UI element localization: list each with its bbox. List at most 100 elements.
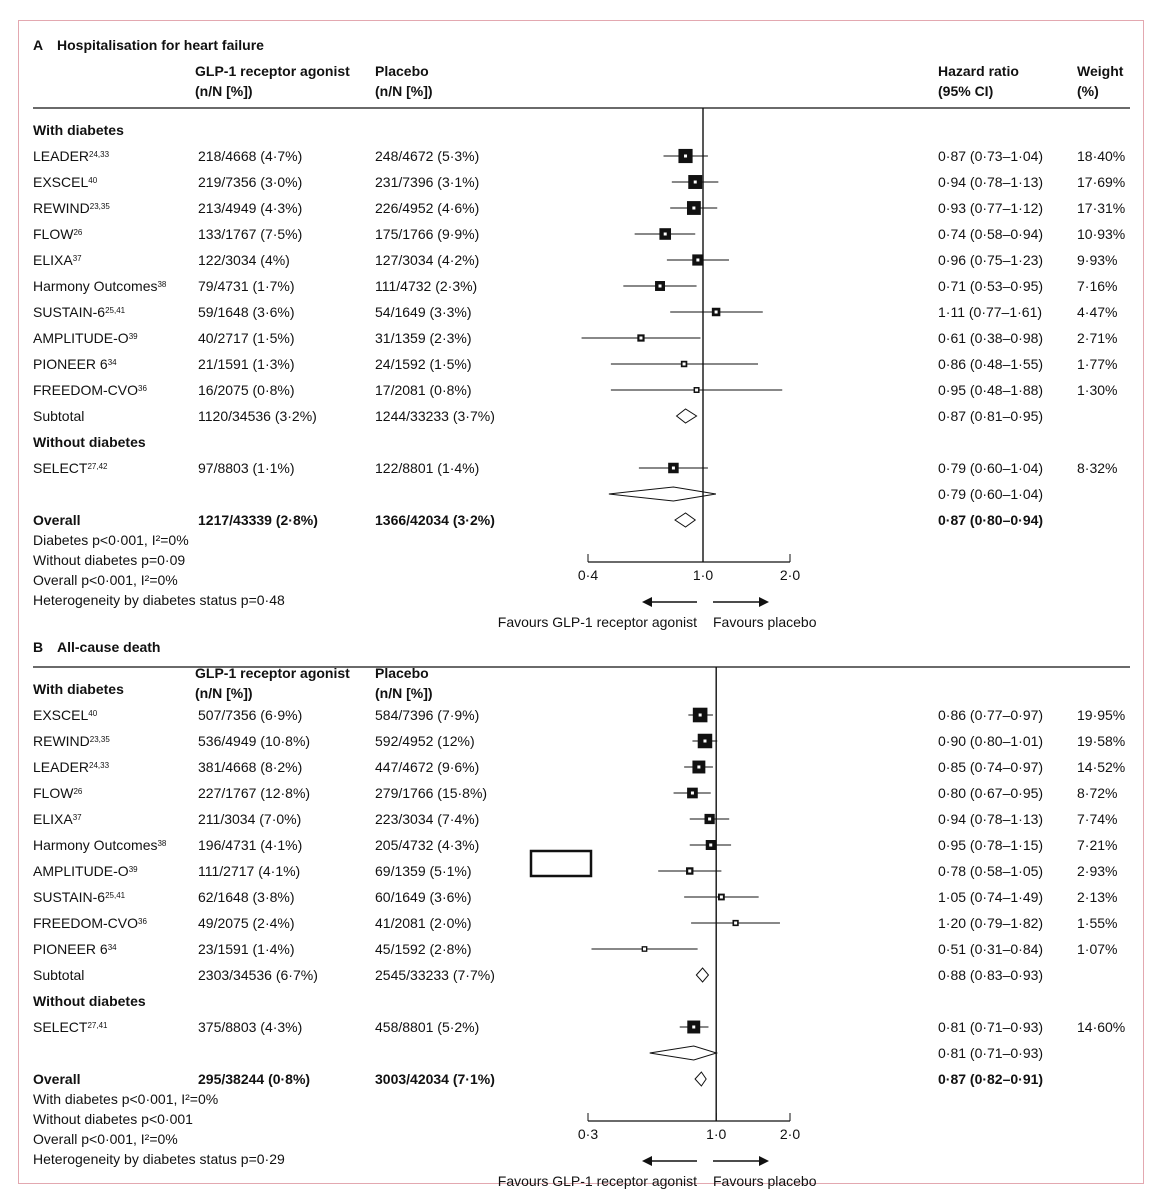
hazard-ratio-ci: 1·05 (0·74–1·49) [938, 889, 1043, 905]
weight-value: 4·47% [1077, 304, 1117, 320]
study-name-reference: 24,33 [89, 761, 110, 770]
placebo-events: 3003/42034 (7·1%) [375, 1071, 495, 1087]
placebo-events: 175/1766 (9·9%) [375, 226, 479, 242]
glp1-events: 133/1767 (7·5%) [198, 226, 302, 242]
glp1-events: 218/4668 (4·7%) [198, 148, 302, 164]
study-name-reference: 37 [73, 254, 82, 263]
study-name-reference: 34 [108, 358, 117, 367]
point-estimate-center [688, 869, 692, 873]
study-name: ELIXA37 [33, 811, 82, 827]
study-name-name: FLOW [33, 226, 74, 242]
hazard-ratio-ci: 0·90 (0·80–1·01) [938, 733, 1043, 749]
point-estimate-center [719, 895, 723, 899]
study-name-name: FLOW [33, 785, 74, 801]
study-name: PIONEER 634 [33, 941, 117, 957]
study-name: SUSTAIN-625,41 [33, 304, 126, 320]
hazard-ratio-ci: 0·78 (0·58–1·05) [938, 863, 1043, 879]
point-estimate-center [734, 921, 738, 925]
header-glp1: GLP-1 receptor agonist [195, 63, 350, 79]
favours-placebo-label: Favours placebo [713, 1173, 817, 1189]
study-name-name: SUSTAIN-6 [33, 889, 105, 905]
point-estimate-center [709, 843, 713, 847]
study-name-name: LEADER [33, 148, 89, 164]
favours-left-arrowhead [642, 1156, 652, 1166]
study-name-name: Harmony Outcomes [33, 278, 157, 294]
summary-diamond [694, 1071, 707, 1087]
point-estimate-center [692, 206, 696, 210]
glp1-events: 227/1767 (12·8%) [198, 785, 310, 801]
glp1-events: 536/4949 (10·8%) [198, 733, 310, 749]
placebo-events: 205/4732 (4·3%) [375, 837, 479, 853]
overall-label: Overall [33, 1071, 80, 1087]
placebo-events: 248/4672 (5·3%) [375, 148, 479, 164]
placebo-events: 1244/33233 (3·7%) [375, 408, 495, 424]
study-name-reference: 26 [73, 228, 82, 237]
favours-right-arrowhead [759, 1156, 769, 1166]
placebo-events: 447/4672 (9·6%) [375, 759, 479, 775]
hazard-ratio-ci: 0·87 (0·73–1·04) [938, 148, 1043, 164]
header-placebo: Placebo [375, 665, 429, 681]
panel-letter: B [33, 639, 43, 655]
glp1-events: 1217/43339 (2·8%) [198, 512, 318, 528]
hazard-ratio-ci: 0·81 (0·71–0·93) [938, 1045, 1043, 1061]
hazard-ratio-ci: 0·61 (0·38–0·98) [938, 330, 1043, 346]
placebo-events: 1366/42034 (3·2%) [375, 512, 495, 528]
point-estimate-center [682, 362, 686, 366]
study-name-reference: 40 [88, 176, 97, 185]
heterogeneity-note: Overall p<0·001, I²=0% [33, 572, 178, 588]
placebo-events: 69/1359 (5·1%) [375, 863, 472, 879]
hazard-ratio-ci: 0·79 (0·60–1·04) [938, 486, 1043, 502]
study-name-name: REWIND [33, 733, 90, 749]
header-hazard-ratio: Hazard ratio [938, 63, 1019, 79]
point-estimate-center [696, 258, 700, 262]
weight-value: 10·93% [1077, 226, 1125, 242]
study-name: Harmony Outcomes38 [33, 837, 167, 853]
study-name-name: AMPLITUDE-O [33, 863, 129, 879]
summary-diamond [695, 967, 710, 983]
hazard-ratio-ci: 0·71 (0·53–0·95) [938, 278, 1043, 294]
study-name: AMPLITUDE-O39 [33, 330, 138, 346]
heterogeneity-note: Diabetes p<0·001, I²=0% [33, 532, 189, 548]
study-name: SUSTAIN-625,41 [33, 889, 126, 905]
study-name-reference: 40 [88, 709, 97, 718]
panel-letter: A [33, 37, 43, 53]
glp1-events: 59/1648 (3·6%) [198, 304, 295, 320]
summary-diamond [674, 512, 697, 528]
glp1-events: 295/38244 (0·8%) [198, 1071, 310, 1087]
hazard-ratio-ci: 0·95 (0·48–1·88) [938, 382, 1043, 398]
point-estimate-center [693, 180, 697, 184]
study-name-reference: 36 [138, 917, 147, 926]
study-name: ELIXA37 [33, 252, 82, 268]
placebo-events: 122/8801 (1·4%) [375, 460, 479, 476]
header-weight-unit: (%) [1077, 83, 1099, 99]
favours-glp1-label: Favours GLP-1 receptor agonist [498, 1173, 697, 1189]
header-glp1-unit: (n/N [%]) [195, 685, 253, 701]
glp1-events: 16/2075 (0·8%) [198, 382, 295, 398]
point-estimate-center [695, 388, 699, 392]
x-tick-label: 1·0 [706, 1126, 726, 1142]
weight-value: 2·93% [1077, 863, 1117, 879]
x-tick-label: 0·4 [578, 567, 598, 583]
panel-title: All-cause death [57, 639, 160, 655]
study-name-reference: 25,41 [105, 891, 126, 900]
point-estimate-center [698, 713, 702, 717]
weight-value: 1·55% [1077, 915, 1117, 931]
header-glp1: GLP-1 receptor agonist [195, 665, 350, 681]
glp1-events: 23/1591 (1·4%) [198, 941, 295, 957]
study-name-reference: 23,35 [90, 735, 111, 744]
study-name: LEADER24,33 [33, 148, 110, 164]
study-name: SELECT27,41 [33, 1019, 108, 1035]
hazard-ratio-ci: 0·95 (0·78–1·15) [938, 837, 1043, 853]
weight-value: 9·93% [1077, 252, 1117, 268]
study-name: LEADER24,33 [33, 759, 110, 775]
glp1-events: 219/7356 (3·0%) [198, 174, 302, 190]
study-name-reference: 27,41 [87, 1021, 108, 1030]
weight-value: 14·52% [1077, 759, 1125, 775]
study-name: FLOW26 [33, 785, 83, 801]
placebo-events: 231/7396 (3·1%) [375, 174, 479, 190]
study-name-reference: 26 [73, 787, 82, 796]
heterogeneity-note: Without diabetes p<0·001 [33, 1111, 193, 1127]
study-name-name: ELIXA [33, 252, 73, 268]
study-name: REWIND23,35 [33, 733, 110, 749]
placebo-events: 24/1592 (1·5%) [375, 356, 472, 372]
